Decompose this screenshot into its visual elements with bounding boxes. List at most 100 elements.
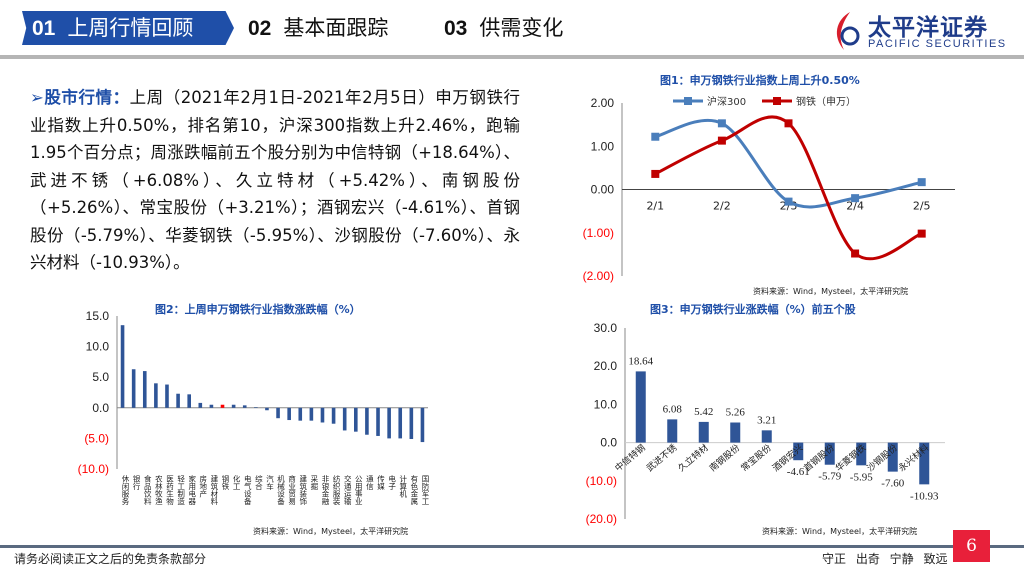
chart2-x-tick: 休闲服务 <box>121 474 130 507</box>
chart2-y-tick: 5.0 <box>92 370 109 384</box>
chart3-data-label: -5.79 <box>818 471 841 483</box>
chart3-y-tick: 10.0 <box>594 397 618 411</box>
logo-icon <box>836 12 860 50</box>
chart2-bar <box>154 383 158 408</box>
chart2-x-tick: 建筑装饰 <box>299 474 308 507</box>
chart3-title: 图3：申万钢铁行业涨跌幅（%）前五个股 <box>650 303 856 316</box>
chart3-bar <box>761 430 772 443</box>
chart2-bar <box>287 407 291 421</box>
chart1-x-tick: 2/4 <box>846 200 864 213</box>
chart3-source: 资料来源：Wind，Mysteel，太平洋研究院 <box>762 527 918 536</box>
chart2-x-tick: 农林牧渔 <box>154 474 163 506</box>
chart3-data-label: 6.08 <box>663 403 683 415</box>
chart3-data-label: -5.95 <box>850 471 873 483</box>
chart2-x-tick: 传媒 <box>376 474 385 492</box>
tab-label: 供需变化 <box>479 16 564 40</box>
chart3-data-label: -7.60 <box>881 478 904 490</box>
chart3-bar <box>919 442 930 485</box>
chart2-y-tick: 0.0 <box>92 401 109 415</box>
chart3-x-tick: 南钢股份 <box>707 442 742 474</box>
chart3-x-tick: 常宝股份 <box>738 442 773 474</box>
chart2-x-tick: 电气设备 <box>243 474 252 507</box>
chart2-x-tick: 汽车 <box>265 474 274 492</box>
chart3-bar <box>856 442 867 466</box>
chart1-x-tick: 2/2 <box>713 200 731 213</box>
chart3-bar <box>667 419 678 443</box>
chart3-x-tick: 武进不锈 <box>644 442 679 474</box>
tab-number: 02 <box>248 17 272 40</box>
chart2-bar <box>331 407 336 424</box>
chart1-legend-label: 钢铁（申万） <box>796 95 856 108</box>
chart2-x-tick: 医药生物 <box>165 475 174 507</box>
chart2-x-tick: 化工 <box>232 474 241 491</box>
chart2-x-tick: 商业贸易 <box>287 474 296 507</box>
chart1-series-line <box>654 115 923 261</box>
chart1-source: 资料来源：Wind，Mysteel，太平洋研究院 <box>753 287 909 296</box>
chart1-x-tick: 2/1 <box>646 200 664 213</box>
chart1-point <box>851 249 860 258</box>
tab-label: 上周行情回顾 <box>67 16 194 40</box>
tab-label: 基本面跟踪 <box>283 16 389 40</box>
chart2-bar <box>165 384 169 408</box>
chart3-bar <box>824 442 835 465</box>
chart2-bar <box>131 369 136 408</box>
tab-weekly-review[interactable]: 01 上周行情回顾 <box>22 11 234 45</box>
tab-fundamentals[interactable]: 02 基本面跟踪 <box>248 11 388 45</box>
chart1-legend-marker <box>684 97 692 105</box>
chart1-legend-marker <box>773 97 781 105</box>
chart1-title: 图1：申万钢铁行业指数上周上升0.50% <box>660 74 860 87</box>
chart2-bar <box>187 394 191 408</box>
chart2-bar <box>276 407 280 419</box>
footer-divider <box>0 545 1024 548</box>
chart3-bar <box>635 371 646 443</box>
chart2-bar <box>354 407 358 432</box>
chart2-x-tick: 机械设备 <box>276 474 285 507</box>
chart1-series-line <box>654 118 923 209</box>
chart2-bar <box>387 407 391 439</box>
chart3-bar <box>698 421 709 443</box>
summary-heading: 股市行情： <box>43 88 130 107</box>
chart1-legend-label: 沪深300 <box>707 95 746 108</box>
chart3-data-label: 18.64 <box>628 355 653 367</box>
tab-number: 03 <box>444 17 468 40</box>
footer-disclaimer[interactable]: 请务必阅读正文之后的免责条款部分 <box>14 552 207 566</box>
chart2-bar <box>254 407 258 408</box>
chart2-y-tick: 15.0 <box>86 309 110 323</box>
chart3-y-tick: 20.0 <box>594 359 618 373</box>
chart2-y-tick: (5.0) <box>84 431 109 445</box>
chart2-bar <box>309 407 314 421</box>
logo-text-en: PACIFIC SECURITIES <box>868 38 1007 50</box>
chart2-x-tick: 公用事业 <box>354 475 363 505</box>
chart1-point <box>784 119 793 128</box>
chart2-x-tick: 采掘 <box>310 474 319 492</box>
chart2-bar <box>142 371 147 408</box>
chart2-source: 资料来源：Wind，Mysteel，太平洋研究院 <box>253 527 409 536</box>
chart3-data-label: -10.93 <box>910 490 939 502</box>
chart2-bar <box>209 404 214 408</box>
chart2-x-tick: 交通运输 <box>343 474 352 507</box>
chart3-bar <box>793 442 804 461</box>
tab-supply-demand[interactable]: 03 供需变化 <box>444 11 563 45</box>
chart1-y-tick: 2.00 <box>591 96 615 110</box>
chart1-point <box>784 197 793 206</box>
chart1-y-tick: 0.00 <box>591 183 615 197</box>
chart3-data-label: 5.26 <box>726 407 746 419</box>
chart2-x-tick: 房地产 <box>199 474 208 499</box>
chart2-x-tick: 计算机 <box>398 474 407 499</box>
chart1-point <box>917 178 926 187</box>
chart2-x-tick: 轻工制造 <box>176 474 185 507</box>
tab-number: 01 <box>32 17 56 40</box>
chart3-y-tick: (20.0) <box>586 512 617 526</box>
chart2-x-tick: 非银金融 <box>321 474 330 507</box>
chart1-point <box>717 136 726 145</box>
chart2-x-tick: 有色金属 <box>410 474 419 507</box>
chart1-x-tick: 2/5 <box>913 200 931 213</box>
page-number: 6 <box>953 530 990 562</box>
chart2-x-tick: 钢铁 <box>221 474 230 492</box>
chart1-point <box>917 229 926 238</box>
chart2-bar <box>242 405 247 408</box>
chart3-y-tick: 30.0 <box>594 321 618 335</box>
chart1-point <box>651 169 660 178</box>
company-logo: 太平洋证券 PACIFIC SECURITIES <box>830 8 1020 54</box>
